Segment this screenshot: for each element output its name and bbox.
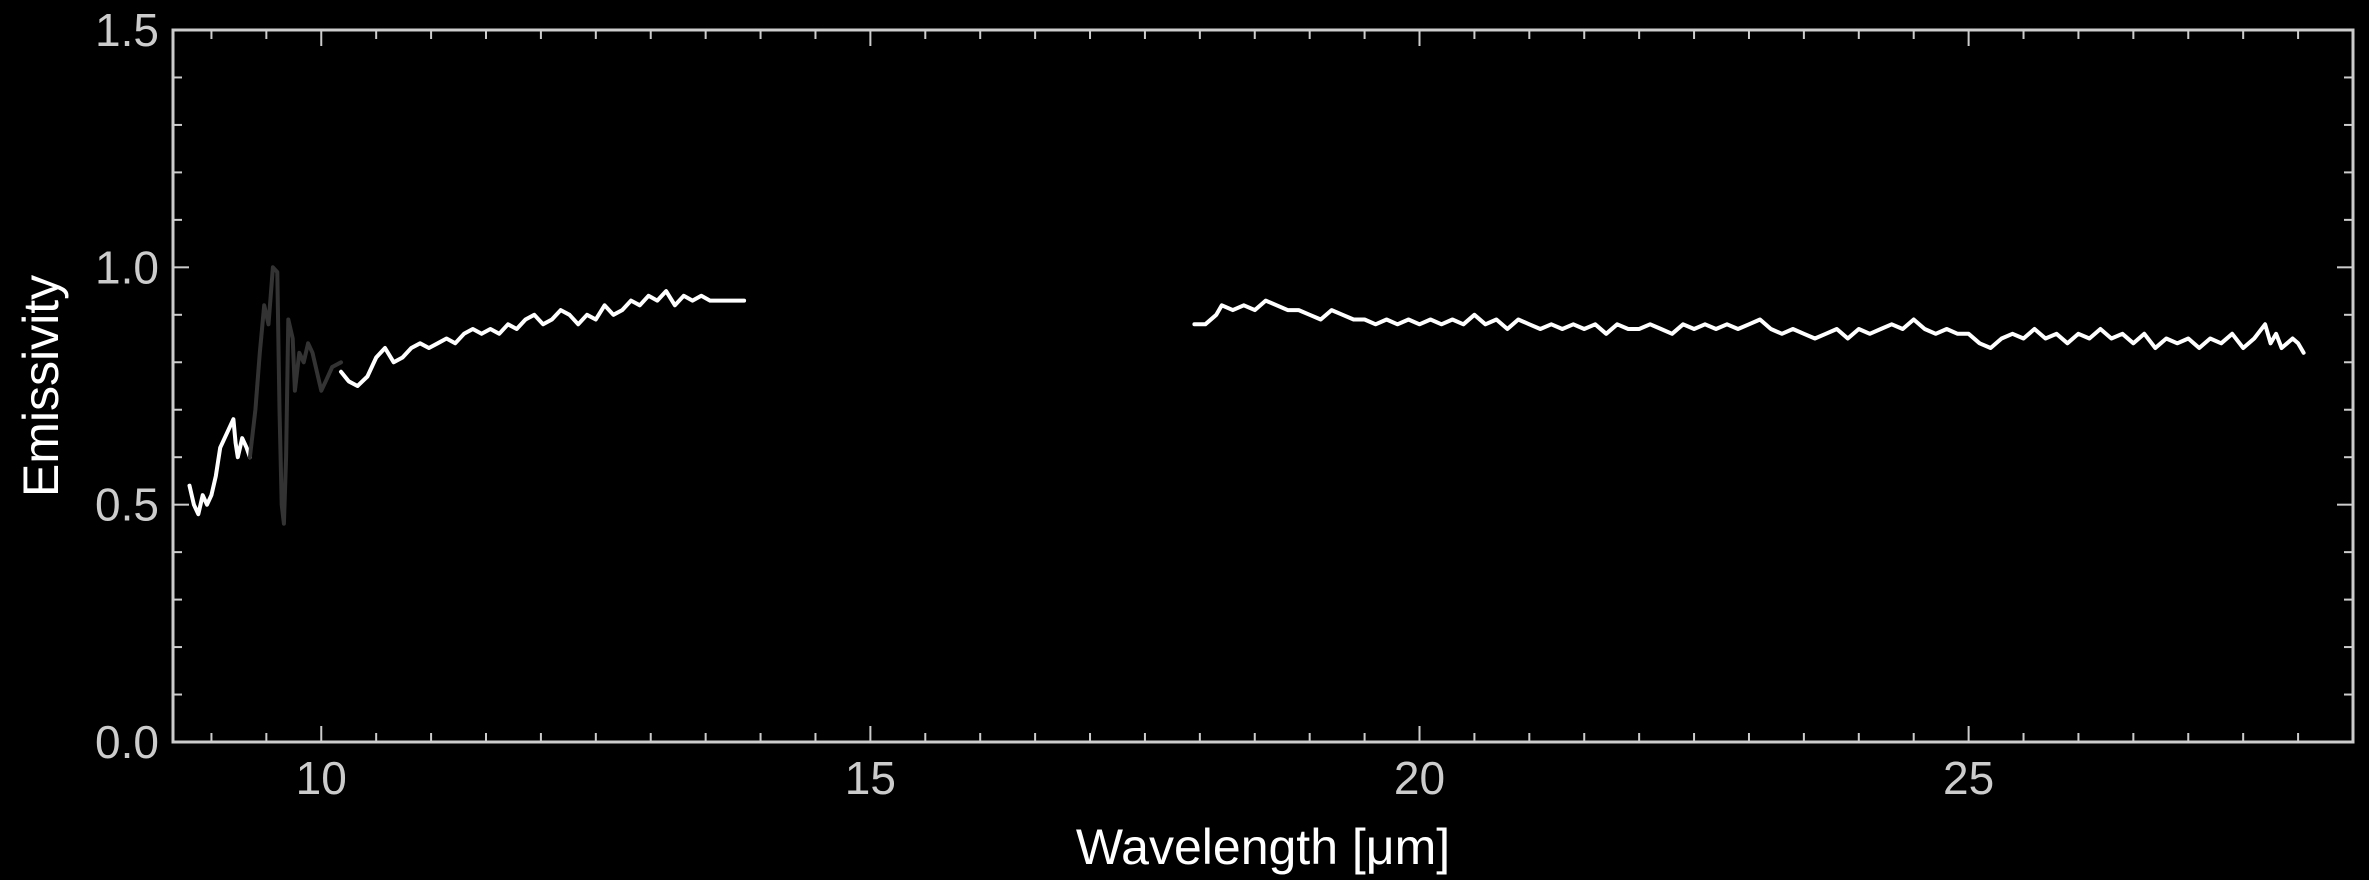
plot-frame [171, 28, 2355, 744]
y-axis-label: Emissivity [13, 275, 69, 497]
x-axis-label: Wavelength [μm] [1076, 819, 1450, 875]
y-tick-labels: 0.0 0.5 1.0 1.5 [95, 4, 159, 768]
x-tick-label: 20 [1394, 752, 1445, 804]
emissivity-series-line-3 [339, 289, 747, 388]
x-tick-label: 10 [296, 752, 347, 804]
y-tick-label: 1.0 [95, 241, 159, 293]
emissivity-series-line-2 [247, 265, 343, 526]
series-layer [187, 265, 2306, 526]
emissivity-series-line-1 [187, 417, 252, 517]
y-tick-label: 1.5 [95, 4, 159, 56]
x-tick-labels: 10 15 20 25 [296, 752, 1995, 804]
emissivity-series-line-4 [1192, 298, 2306, 355]
y-tick-label: 0.5 [95, 479, 159, 531]
x-tick-label: 15 [845, 752, 896, 804]
x-tick-label: 25 [1943, 752, 1994, 804]
y-tick-label: 0.0 [95, 716, 159, 768]
